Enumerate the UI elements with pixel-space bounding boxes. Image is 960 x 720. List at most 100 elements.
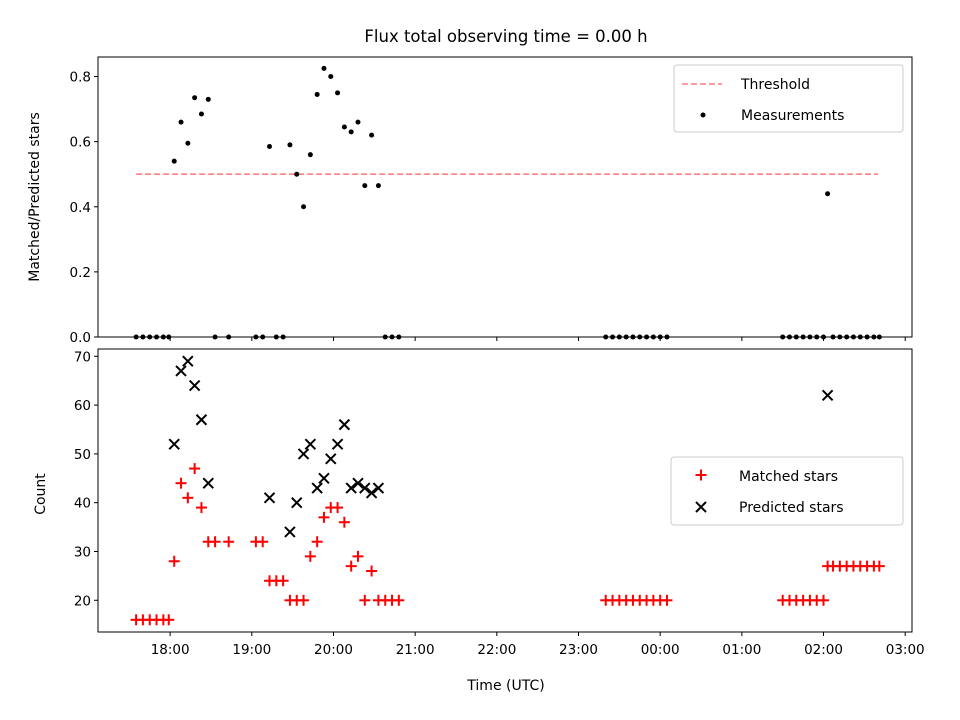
measurement-point xyxy=(267,144,273,150)
matched-stars-point xyxy=(661,594,673,606)
predicted-stars-point xyxy=(284,526,296,538)
top-y-axis-label: Matched/Predicted stars xyxy=(27,112,43,282)
measurement-point xyxy=(623,334,629,340)
measurement-point xyxy=(314,91,320,97)
matched-stars-point xyxy=(195,502,207,514)
measurement-point xyxy=(825,191,831,197)
measurement-point xyxy=(287,142,293,148)
matched-stars-point xyxy=(182,492,194,504)
measurements-legend-label: Measurements xyxy=(741,108,844,124)
measurement-point xyxy=(212,334,218,340)
x-tick-label: 00:00 xyxy=(641,642,680,658)
threshold-legend-label: Threshold xyxy=(740,77,810,93)
measurement-point xyxy=(166,334,172,340)
measurement-point xyxy=(328,74,334,80)
measurement-point xyxy=(800,334,806,340)
measurement-point xyxy=(780,334,786,340)
measurement-point xyxy=(876,334,882,340)
predicted-stars-point xyxy=(345,482,357,494)
measurement-point xyxy=(644,334,650,340)
matched-legend-marker xyxy=(695,469,707,481)
x-tick-label: 03:00 xyxy=(886,642,925,658)
matched-stars-point xyxy=(873,560,885,572)
measurement-point xyxy=(389,334,395,340)
measurement-point xyxy=(198,111,204,117)
measurement-point xyxy=(178,119,184,125)
measurement-point xyxy=(375,183,381,189)
measurement-point xyxy=(192,95,198,101)
measurement-point xyxy=(864,334,870,340)
bottom-legend-box xyxy=(670,456,904,526)
x-axis-label: Time (UTC) xyxy=(466,678,544,694)
measurement-point xyxy=(637,334,643,340)
bottom-y-axis-label: Count xyxy=(33,473,49,515)
matched-stars-point xyxy=(209,536,221,548)
matched-stars-point xyxy=(366,565,378,577)
measurement-point xyxy=(814,334,820,340)
measurements-legend-marker xyxy=(700,112,706,118)
x-tick-label: 21:00 xyxy=(396,642,435,658)
top-y-tick-label: 0.0 xyxy=(70,330,91,346)
measurement-point xyxy=(837,334,843,340)
matched-stars-point xyxy=(352,550,364,562)
matched-stars-point xyxy=(345,560,357,572)
matched-stars-point xyxy=(332,502,344,514)
measurement-point xyxy=(664,334,670,340)
bottom-y-tick-label: 30 xyxy=(74,544,91,560)
measurement-point xyxy=(650,334,656,340)
measurement-point xyxy=(205,96,211,102)
predicted-stars-point xyxy=(182,355,194,367)
predicted-stars-point xyxy=(263,492,276,504)
predicted-stars-point xyxy=(195,414,208,426)
measurement-point xyxy=(369,132,375,138)
predicted-stars-point xyxy=(297,448,310,460)
measurement-point xyxy=(616,334,622,340)
matched-stars-point xyxy=(175,477,187,489)
top-y-tick-label: 0.8 xyxy=(70,70,91,86)
matched-stars-point xyxy=(304,550,316,562)
measurement-point xyxy=(821,334,827,340)
x-tick-label: 20:00 xyxy=(314,642,353,658)
matched-stars-point xyxy=(189,463,201,475)
measurement-point xyxy=(185,140,191,146)
measurement-point xyxy=(341,124,347,130)
predicted-legend-marker xyxy=(695,501,707,513)
measurement-point xyxy=(280,334,286,340)
predicted-stars-point xyxy=(365,487,378,499)
bottom-axes-frame xyxy=(97,348,913,633)
predicted-legend-label: Predicted stars xyxy=(739,500,844,516)
measurement-point xyxy=(355,119,361,125)
matched-stars-point xyxy=(298,594,310,606)
matched-stars-point xyxy=(818,594,830,606)
measurement-point xyxy=(294,171,300,177)
measurement-point xyxy=(844,334,850,340)
chart-title: Flux total observing time = 0.00 h xyxy=(364,27,647,46)
x-tick-label: 18:00 xyxy=(151,642,190,658)
measurement-point xyxy=(273,334,279,340)
measurement-point xyxy=(348,129,354,135)
measurement-point xyxy=(260,334,266,340)
measurement-point xyxy=(171,158,177,164)
measurement-point xyxy=(850,334,856,340)
top-legend-box xyxy=(673,64,904,133)
measurement-point xyxy=(871,334,877,340)
predicted-stars-point xyxy=(304,438,317,450)
bottom-legend: Matched stars Predicted stars xyxy=(670,456,904,526)
matched-stars-point xyxy=(311,536,323,548)
bottom-y-tick-label: 60 xyxy=(74,398,91,414)
bottom-y-tick-label: 50 xyxy=(74,447,91,463)
matched-stars-point xyxy=(359,594,371,606)
x-tick-label: 02:00 xyxy=(804,642,843,658)
measurement-point xyxy=(253,334,259,340)
predicted-stars-point xyxy=(325,453,337,465)
measurement-point xyxy=(630,334,636,340)
matched-stars-point xyxy=(257,536,269,548)
predicted-stars-point xyxy=(291,496,303,509)
measurement-point xyxy=(603,334,609,340)
matched-stars-point xyxy=(163,614,175,626)
top-legend: Threshold Measurements xyxy=(673,64,904,133)
measurement-point xyxy=(301,204,307,210)
matched-stars-point xyxy=(338,516,350,528)
measurement-point xyxy=(657,334,663,340)
